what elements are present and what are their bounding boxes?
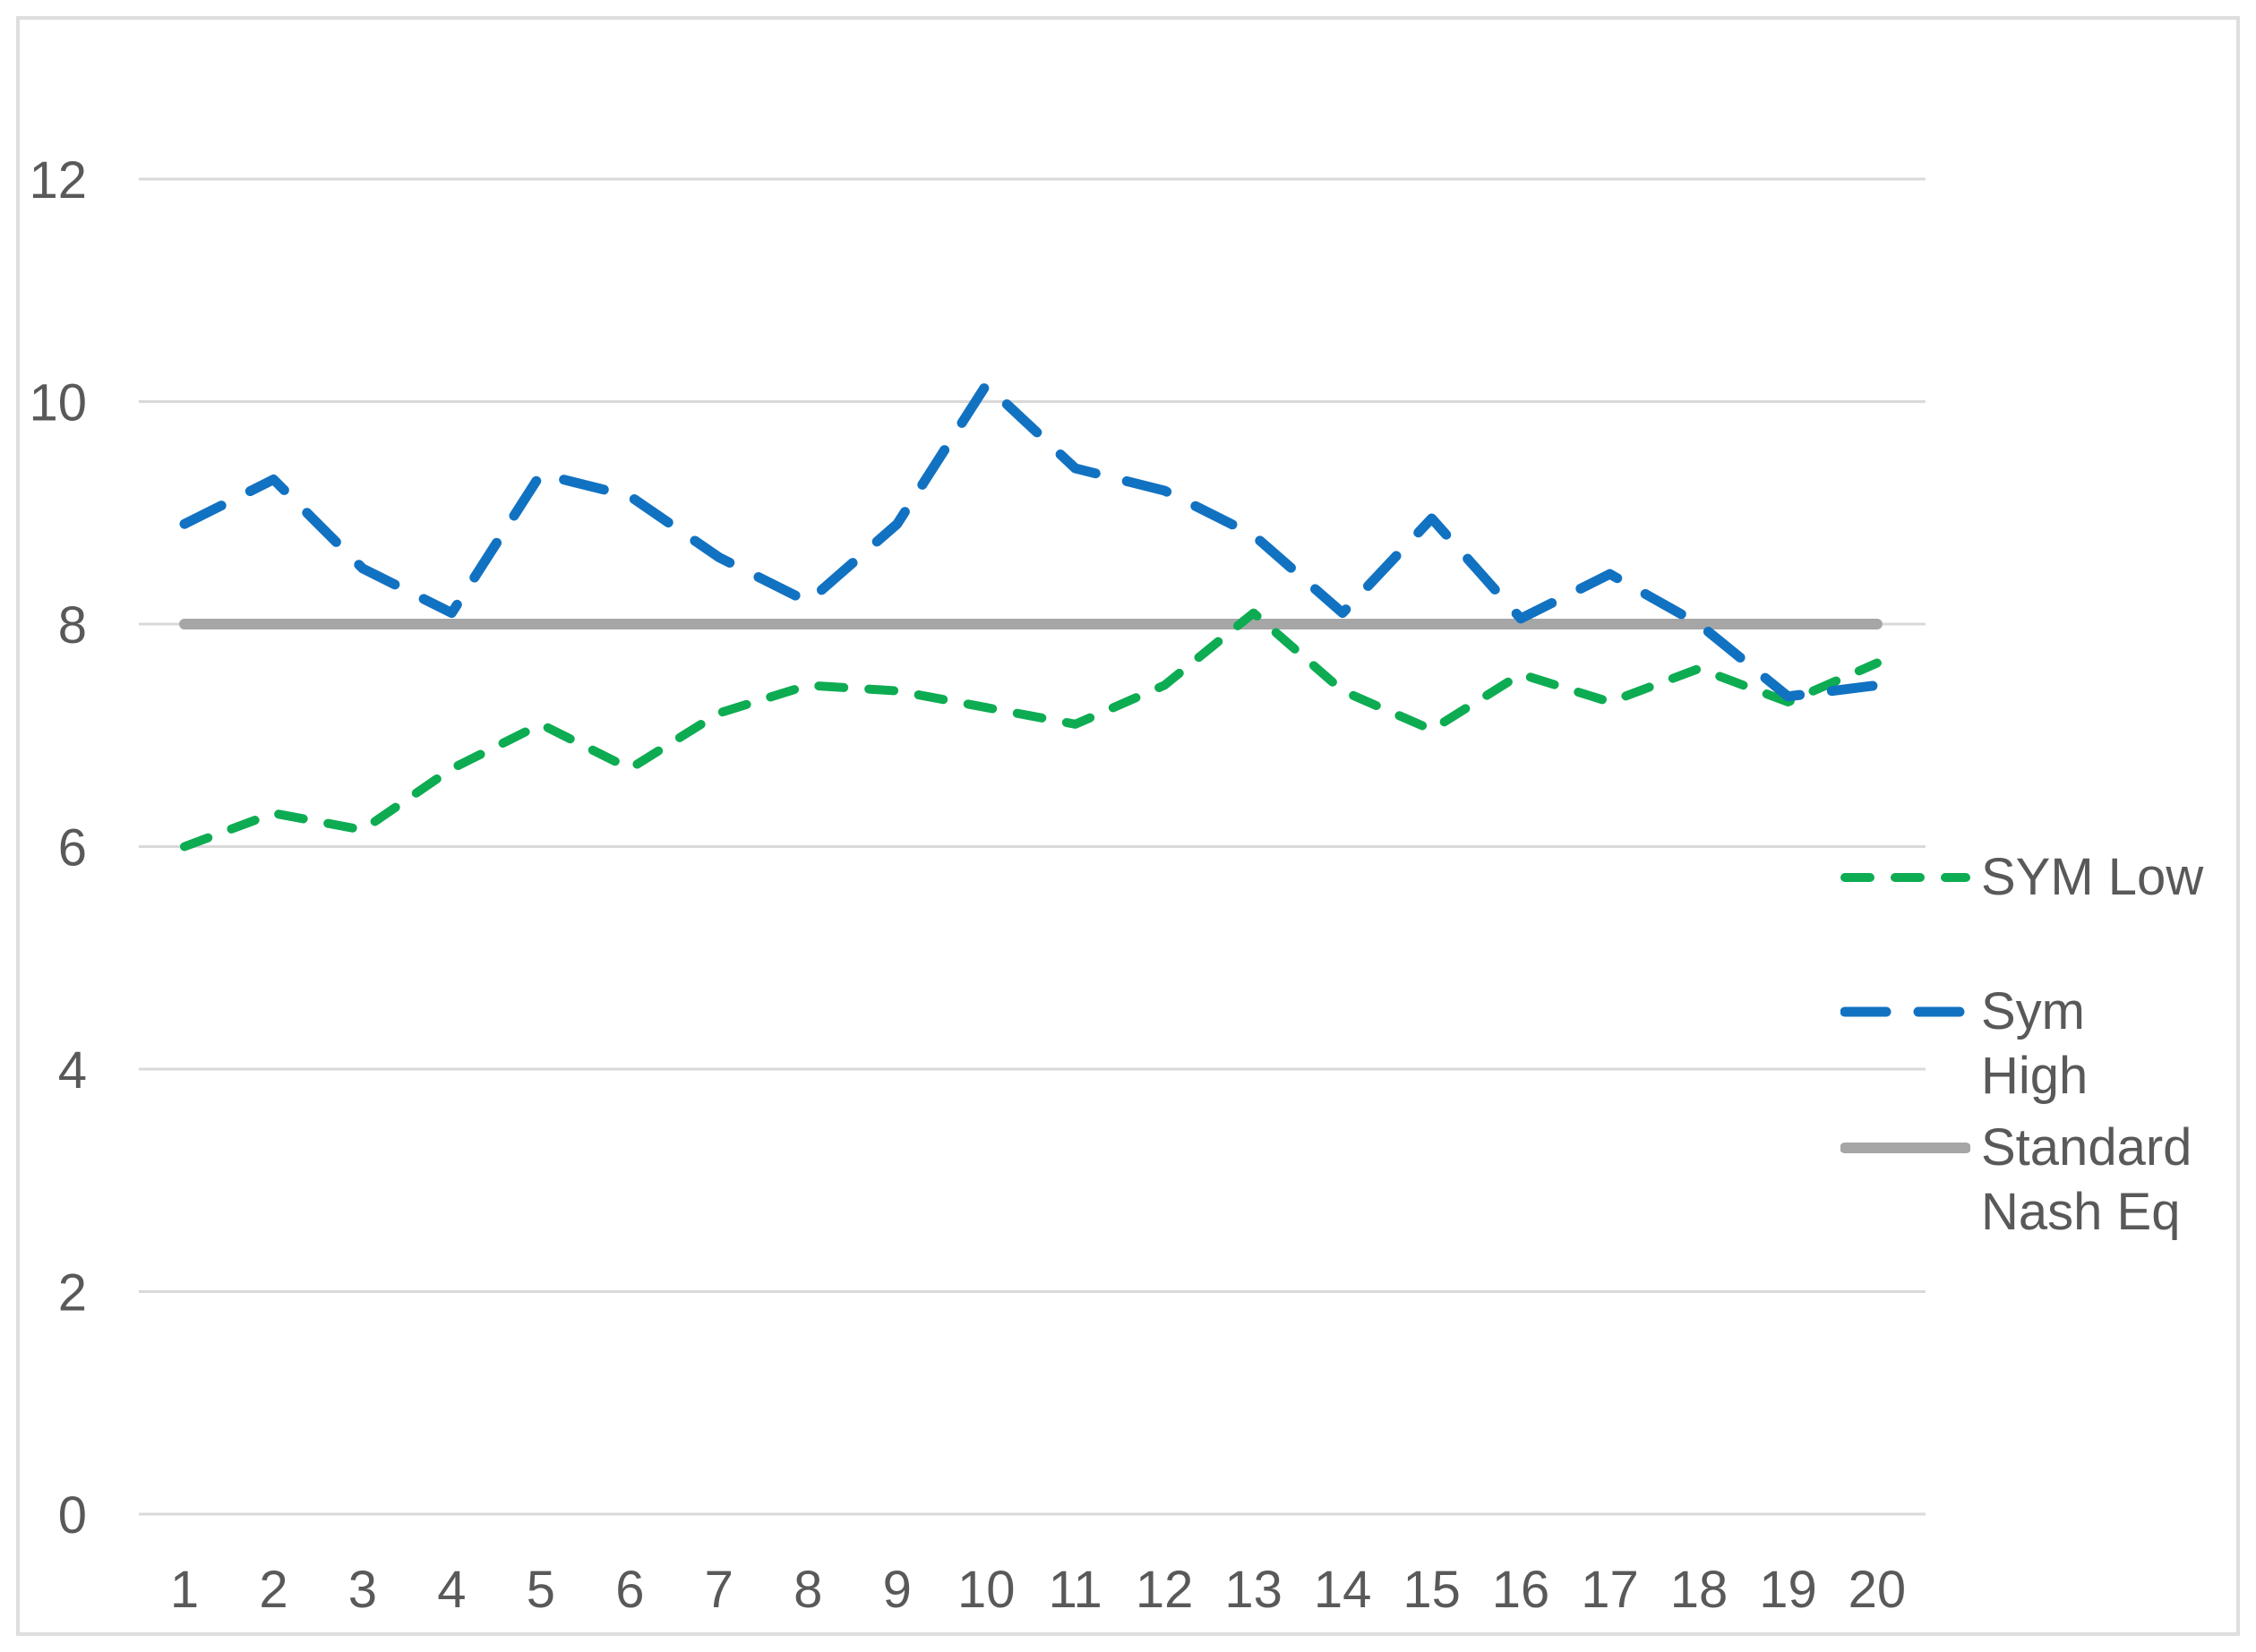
x-axis-tick-label: 7 [705, 1561, 733, 1619]
x-axis-tick-label: 6 [615, 1561, 644, 1619]
x-axis-tick-label: 10 [957, 1561, 1016, 1619]
x-axis-tick-label: 16 [1492, 1561, 1550, 1619]
y-axis-tick-label: 2 [58, 1264, 87, 1322]
series-sym-low-line [180, 608, 1882, 852]
y-axis-tick-label: 10 [29, 374, 87, 432]
x-axis-tick-label: 14 [1314, 1561, 1372, 1619]
y-axis-labels: 0 2 4 6 8 10 12 [29, 151, 87, 1545]
x-axis-tick-label: 4 [437, 1561, 466, 1619]
series-sym-high-line [179, 380, 1883, 702]
x-axis-tick-label: 5 [527, 1561, 555, 1619]
y-axis-tick-label: 0 [58, 1486, 87, 1545]
x-axis-tick-label: 20 [1849, 1561, 1907, 1619]
x-axis-tick-label: 1 [170, 1561, 199, 1619]
x-axis-tick-label: 2 [259, 1561, 287, 1619]
y-axis-tick-label: 6 [58, 819, 87, 877]
series-group [179, 380, 1883, 852]
y-axis-tick-label: 12 [29, 151, 87, 210]
gridlines-group [139, 177, 1926, 1516]
x-axis-tick-label: 11 [1049, 1561, 1102, 1619]
x-axis-tick-label: 18 [1670, 1561, 1728, 1619]
x-axis-tick-label: 12 [1136, 1561, 1194, 1619]
x-axis-tick-label: 17 [1581, 1561, 1639, 1619]
y-axis-tick-label: 8 [58, 596, 87, 655]
x-axis-tick-label: 13 [1224, 1561, 1282, 1619]
x-axis-tick-label: 15 [1402, 1561, 1461, 1619]
x-axis-tick-label: 8 [793, 1561, 822, 1619]
x-axis-tick-label: 3 [348, 1561, 377, 1619]
x-axis-tick-label: 19 [1759, 1561, 1817, 1619]
x-axis-tick-label: 9 [883, 1561, 912, 1619]
x-axis-labels: 1 2 3 4 5 6 7 8 9 10 11 12 13 14 15 16 17 18 19 20 [170, 1561, 1906, 1619]
y-axis-tick-label: 4 [58, 1041, 87, 1100]
